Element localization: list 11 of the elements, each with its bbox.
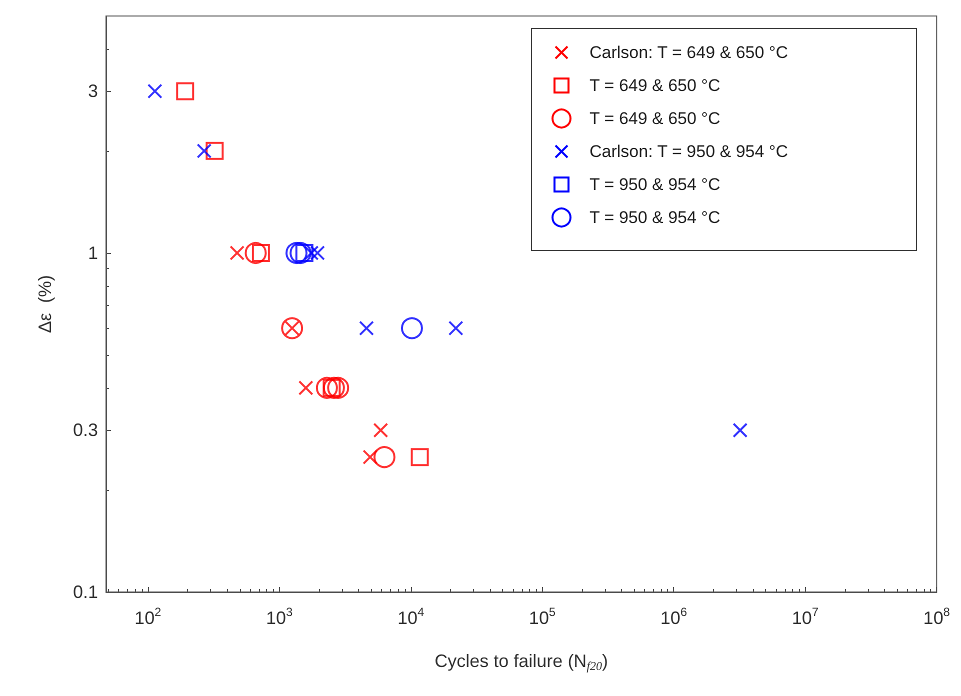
legend-label: T = 649 & 650 °C (590, 76, 720, 95)
y-axis-title: Δε (%) (35, 274, 55, 334)
y-tick-label: 3 (88, 81, 98, 102)
y-tick-label: 0.1 (72, 582, 98, 602)
legend-label: Carlson: T = 950 & 954 °C (590, 142, 788, 161)
y-tick-label: 1 (88, 242, 98, 263)
legend-label: T = 950 & 954 °C (590, 208, 720, 227)
legend-label: Carlson: T = 649 & 650 °C (590, 43, 788, 62)
y-tick-label: 0.3 (72, 420, 98, 440)
legend-label: T = 649 & 650 °C (590, 109, 720, 128)
legend-label: T = 950 & 954 °C (590, 175, 720, 194)
